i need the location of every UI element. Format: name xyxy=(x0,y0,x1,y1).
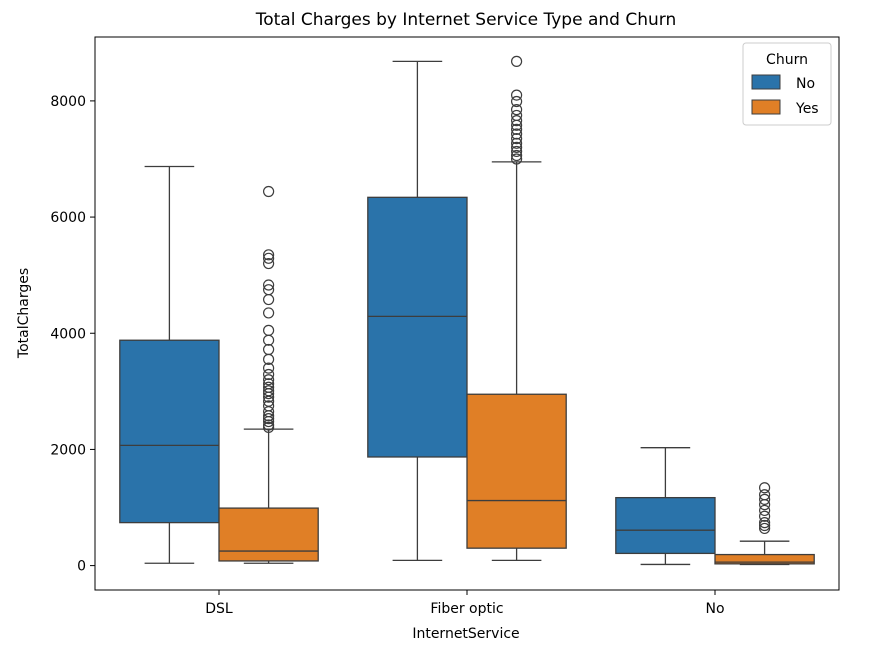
chart-title: Total Charges by Internet Service Type a… xyxy=(255,10,676,30)
outlier-point xyxy=(263,378,275,390)
outlier-point xyxy=(263,279,275,291)
outlier-point xyxy=(263,343,275,356)
outlier-point xyxy=(758,489,771,501)
box-group-dsl-no xyxy=(119,165,220,564)
x-tick-label: Fiber optic xyxy=(430,601,503,617)
outlier-point xyxy=(510,109,523,122)
x-tick-label: No xyxy=(705,601,724,617)
outlier-point xyxy=(758,504,771,517)
outlier-point xyxy=(758,482,771,494)
iqr-box xyxy=(615,496,716,555)
iqr-box xyxy=(466,393,567,549)
outlier-point xyxy=(263,385,275,397)
outlier-point xyxy=(510,95,523,108)
outlier-point xyxy=(510,137,523,149)
y-tick-label: 0 xyxy=(77,559,86,575)
outlier-point xyxy=(263,400,275,412)
outlier-point xyxy=(510,128,523,140)
outlier-point xyxy=(510,123,523,135)
outlier-point xyxy=(758,510,771,522)
legend-swatch xyxy=(751,74,781,90)
outlier-point xyxy=(758,522,771,535)
outlier-point xyxy=(510,141,523,153)
iqr-box xyxy=(218,507,319,562)
outlier-point xyxy=(758,519,771,532)
outlier-point xyxy=(510,153,523,165)
iqr-box xyxy=(119,339,220,524)
legend-label: No xyxy=(796,76,815,92)
outlier-point xyxy=(263,249,275,261)
outlier-point xyxy=(263,293,275,306)
outlier-point xyxy=(510,145,523,158)
y-tick-label: 8000 xyxy=(50,94,86,110)
outlier-point xyxy=(263,324,275,336)
outlier-point xyxy=(758,517,771,529)
outlier-point xyxy=(263,307,275,319)
legend-title: Churn xyxy=(766,52,808,68)
iqr-box xyxy=(367,196,468,458)
iqr-box xyxy=(714,553,815,565)
outlier-point xyxy=(263,419,275,431)
box-group-fiber-optic-no xyxy=(367,60,468,562)
axes: 0 2000 4000 6000 8000 DSL Fiber optic No xyxy=(50,94,724,617)
outlier-point xyxy=(263,381,275,393)
outlier-point xyxy=(263,368,275,381)
box-group-no-yes xyxy=(714,482,815,566)
outlier-point xyxy=(263,252,275,264)
x-tick-label: DSL xyxy=(205,601,233,617)
outlier-point xyxy=(510,149,523,162)
outlier-point xyxy=(263,257,275,270)
outlier-point xyxy=(263,362,275,374)
outlier-point xyxy=(263,334,275,346)
legend-label: Yes xyxy=(795,101,819,117)
outlier-point xyxy=(510,55,523,67)
outlier-point xyxy=(758,493,771,505)
outlier-point xyxy=(510,89,523,101)
outlier-point xyxy=(510,104,523,116)
legend-swatch xyxy=(751,99,781,115)
outlier-point xyxy=(263,284,275,296)
box-group-fiber-optic-yes xyxy=(466,55,567,562)
box-group-dsl-yes xyxy=(218,185,319,564)
x-axis-label: InternetService xyxy=(412,626,519,642)
outlier-point xyxy=(263,185,275,198)
outlier-point xyxy=(510,133,523,145)
y-tick-label: 6000 xyxy=(50,210,86,226)
box-group-no-no xyxy=(615,447,716,566)
outlier-point xyxy=(510,115,523,127)
y-tick-label: 2000 xyxy=(50,442,86,458)
outlier-point xyxy=(263,413,275,425)
y-axis-label: TotalCharges xyxy=(16,268,32,359)
plot-area xyxy=(119,55,815,566)
outlier-point xyxy=(263,374,275,386)
y-tick-label: 4000 xyxy=(50,326,86,342)
legend: Churn No Yes xyxy=(742,42,832,126)
